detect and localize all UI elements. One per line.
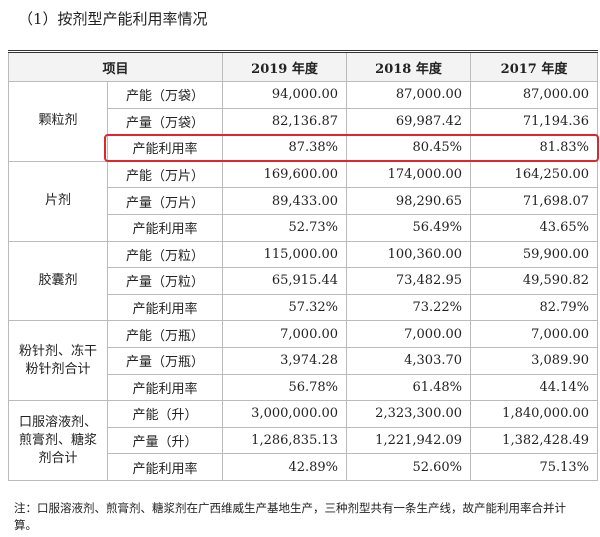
capacity-table: 项目 2019 年度 2018 年度 2017 年度 颗粒剂 产能（万袋） 94,000.… bbox=[7, 50, 599, 481]
value-cell: 82,136.87 bbox=[222, 107, 348, 136]
value-cell: 81.83% bbox=[470, 134, 599, 162]
row-label: 产量（万袋） bbox=[106, 107, 224, 136]
value-cell: 56.49% bbox=[346, 213, 472, 242]
value-cell: 49,590.82 bbox=[470, 267, 599, 295]
value-cell: 59,900.00 bbox=[470, 240, 599, 269]
value-cell: 1,221,942.09 bbox=[346, 426, 472, 455]
section-title: （1）按剂型产能利用率情况 bbox=[18, 10, 208, 28]
value-cell: 98,290.65 bbox=[346, 187, 472, 215]
row-label: 产量（万片） bbox=[106, 187, 224, 215]
value-cell: 87.38% bbox=[222, 134, 348, 162]
value-cell: 52.73% bbox=[222, 213, 348, 242]
data-row: 产能利用率 87.38% 80.45% 81.83% bbox=[9, 134, 599, 162]
group-cell: 粉针剂、冻干粉针剂合计 bbox=[8, 320, 108, 402]
value-cell: 43.65% bbox=[470, 213, 599, 242]
row-label: 产能利用率 bbox=[106, 134, 224, 162]
value-cell: 80.45% bbox=[346, 134, 472, 162]
header-cell: 2018 年度 bbox=[346, 51, 472, 82]
value-cell: 61.48% bbox=[346, 373, 472, 402]
row-label: 产能利用率 bbox=[106, 293, 224, 322]
value-cell: 57.32% bbox=[222, 293, 348, 322]
footnote: 注：口服溶液剂、煎膏剂、糖浆剂在广西维威生产基地生产，三种剂型共有一条生产线，故… bbox=[14, 501, 566, 532]
data-row: 产量（万片） 89,433.00 98,290.65 71,698.07 bbox=[9, 187, 599, 215]
row-label: 产能（万片） bbox=[106, 160, 224, 189]
data-row: 产量（万瓶） 3,974.28 4,303.70 3,089.90 bbox=[9, 346, 599, 375]
data-row: 胶囊剂 产能（万粒） 115,000.00 100,360.00 59,900.00 bbox=[8, 240, 599, 322]
value-cell: 174,000.00 bbox=[346, 160, 472, 189]
row-label: 产能利用率 bbox=[106, 213, 224, 242]
value-cell: 69,987.42 bbox=[346, 107, 472, 136]
row-label: 产能（万粒） bbox=[106, 240, 224, 269]
value-cell: 56.78% bbox=[222, 373, 348, 402]
data-row: 产能利用率 57.32% 73.22% 82.79% bbox=[9, 293, 599, 322]
group-cell: 口服溶液剂、煎膏剂、糖浆剂合计 bbox=[8, 400, 108, 481]
value-cell: 1,840,000.00 bbox=[470, 400, 599, 428]
value-cell: 7,000.00 bbox=[222, 320, 348, 348]
table-body: 颗粒剂 产能（万袋） 94,000.00 87,000.00 87,000.00 产量（万… bbox=[8, 81, 599, 481]
data-row: 产量（万粒） 65,915.44 73,482.95 49,590.82 bbox=[9, 267, 599, 295]
data-row: 产量（万袋） 82,136.87 69,987.42 71,194.36 bbox=[9, 107, 599, 136]
value-cell: 164,250.00 bbox=[470, 160, 599, 189]
value-cell: 3,000,000.00 bbox=[222, 400, 348, 428]
row-label: 产能（升） bbox=[106, 400, 224, 428]
row-label: 产能（万瓶） bbox=[106, 320, 224, 348]
row-label: 产量（万粒） bbox=[106, 267, 224, 295]
row-label: 产能利用率 bbox=[106, 453, 224, 481]
value-cell: 7,000.00 bbox=[346, 320, 472, 348]
group-cell: 片剂 bbox=[8, 160, 108, 242]
value-cell: 52.60% bbox=[346, 453, 472, 481]
data-row: 颗粒剂 产能（万袋） 94,000.00 87,000.00 87,000.00 bbox=[8, 81, 599, 162]
value-cell: 82.79% bbox=[470, 293, 599, 322]
value-cell: 169,600.00 bbox=[222, 160, 348, 189]
value-cell: 7,000.00 bbox=[470, 320, 599, 348]
data-row: 片剂 产能（万片） 169,600.00 174,000.00 164,250.00 bbox=[8, 160, 599, 242]
value-cell: 71,194.36 bbox=[470, 107, 599, 136]
header-cell: 2017 年度 bbox=[470, 51, 599, 82]
value-cell: 87,000.00 bbox=[346, 81, 472, 109]
value-cell: 65,915.44 bbox=[222, 267, 348, 295]
value-cell: 115,000.00 bbox=[222, 240, 348, 269]
header-cell: 项目 bbox=[7, 51, 224, 82]
value-cell: 71,698.07 bbox=[470, 187, 599, 215]
value-cell: 42.89% bbox=[222, 453, 348, 481]
group-cell: 胶囊剂 bbox=[8, 240, 108, 322]
value-cell: 87,000.00 bbox=[470, 81, 599, 109]
group-cell: 颗粒剂 bbox=[8, 81, 108, 162]
value-cell: 4,303.70 bbox=[346, 346, 472, 375]
value-cell: 73,482.95 bbox=[346, 267, 472, 295]
row-label: 产量（万瓶） bbox=[106, 346, 224, 375]
value-cell: 94,000.00 bbox=[222, 81, 348, 109]
row-label: 产能（万袋） bbox=[106, 81, 224, 109]
value-cell: 75.13% bbox=[470, 453, 599, 481]
value-cell: 1,286,835.13 bbox=[222, 426, 348, 455]
row-label: 产能利用率 bbox=[106, 373, 224, 402]
header-row: 项目 2019 年度 2018 年度 2017 年度 bbox=[7, 51, 599, 82]
value-cell: 44.14% bbox=[470, 373, 599, 402]
data-row: 产能利用率 56.78% 61.48% 44.14% bbox=[9, 373, 599, 402]
data-row: 口服溶液剂、煎膏剂、糖浆剂合计 产能（升） 3,000,000.00 2,323,30… bbox=[8, 400, 599, 481]
value-cell: 2,323,300.00 bbox=[346, 400, 472, 428]
value-cell: 3,089.90 bbox=[470, 346, 599, 375]
value-cell: 73.22% bbox=[346, 293, 472, 322]
value-cell: 3,974.28 bbox=[222, 346, 348, 375]
data-row: 粉针剂、冻干粉针剂合计 产能（万瓶） 7,000.00 7,000.00 7,000.0… bbox=[8, 320, 599, 402]
value-cell: 1,382,428.49 bbox=[470, 426, 599, 455]
row-label: 产量（升） bbox=[106, 426, 224, 455]
header-cell: 2019 年度 bbox=[222, 51, 348, 82]
data-row: 产能利用率 42.89% 52.60% 75.13% bbox=[9, 453, 599, 481]
value-cell: 89,433.00 bbox=[222, 187, 348, 215]
data-row: 产能利用率 52.73% 56.49% 43.65% bbox=[9, 213, 599, 242]
value-cell: 100,360.00 bbox=[346, 240, 472, 269]
